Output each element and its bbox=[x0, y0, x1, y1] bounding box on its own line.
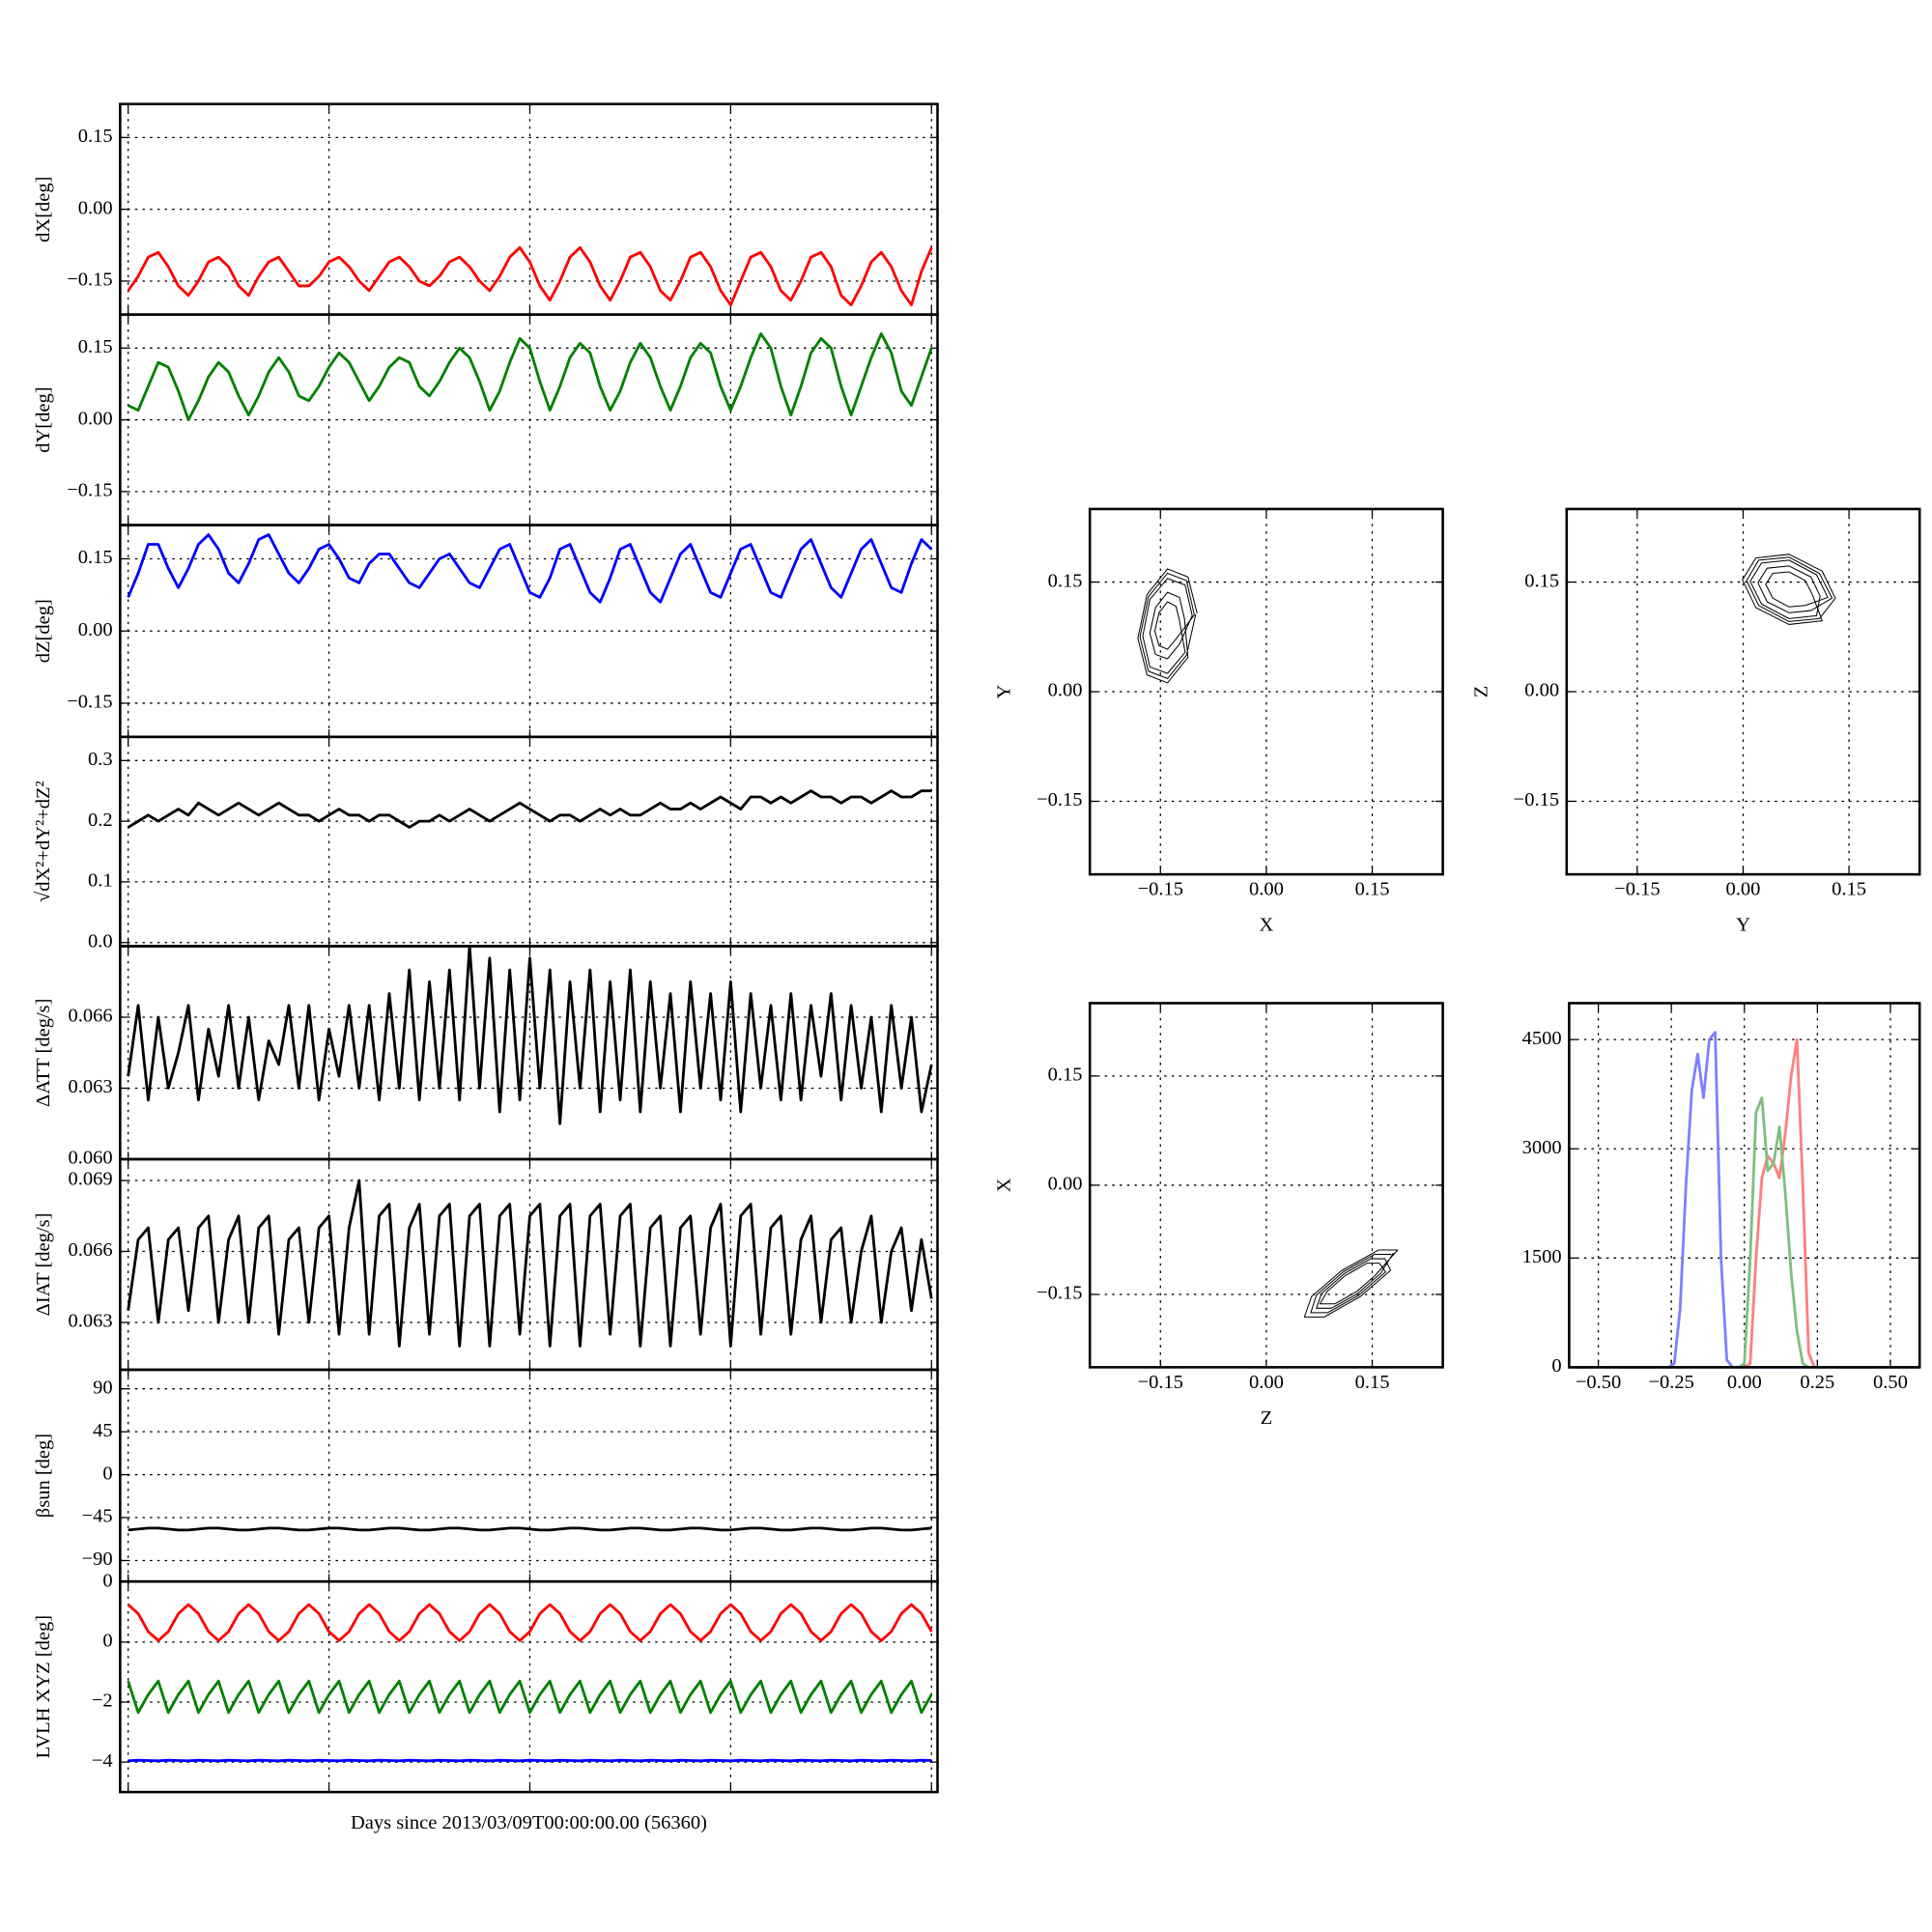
y-tick-label: −0.15 bbox=[67, 692, 112, 713]
data-line bbox=[127, 533, 933, 604]
x-tick-label: 0.00 bbox=[1727, 1372, 1762, 1393]
y-tick-label: −2 bbox=[92, 1690, 113, 1712]
x-axis-label: Y bbox=[1736, 915, 1750, 936]
y-tick-label: −0.15 bbox=[1037, 1283, 1082, 1304]
y-tick-label: 0 bbox=[102, 1463, 112, 1484]
y-tick-label: 0.00 bbox=[78, 197, 113, 218]
x-tick-label: −0.25 bbox=[1648, 1372, 1693, 1393]
x-tick-label: −0.50 bbox=[1576, 1372, 1621, 1393]
y-tick-label: 0 bbox=[1551, 1355, 1561, 1377]
y-axis-label: LVLH XYZ [deg] bbox=[33, 1615, 54, 1758]
y-tick-label: 0.063 bbox=[69, 1311, 113, 1332]
y-tick-label: 0 bbox=[102, 1571, 112, 1592]
x-axis-label: X bbox=[1259, 915, 1273, 936]
data-line bbox=[127, 1603, 933, 1642]
y-tick-label: 0.0 bbox=[88, 930, 113, 952]
y-tick-label: 0.069 bbox=[69, 1169, 113, 1190]
plot-frame bbox=[1565, 507, 1921, 876]
y-tick-label: 45 bbox=[93, 1420, 112, 1441]
x-tick-label: −0.15 bbox=[1138, 1372, 1183, 1393]
y-tick-label: −0.15 bbox=[67, 270, 112, 291]
y-axis-label: X bbox=[994, 1178, 1015, 1192]
y-tick-label: 0.1 bbox=[88, 870, 113, 892]
y-tick-label: 1500 bbox=[1522, 1246, 1562, 1267]
plot-frame bbox=[1088, 507, 1444, 876]
y-axis-label: βsun [deg] bbox=[33, 1434, 54, 1518]
y-tick-label: 0.2 bbox=[88, 810, 113, 831]
x-tick-label: 0.00 bbox=[1249, 1372, 1284, 1393]
x-tick-label: 0.50 bbox=[1873, 1372, 1908, 1393]
y-axis-label: ΔATT [deg/s] bbox=[33, 999, 54, 1107]
plot-frame bbox=[1568, 1002, 1921, 1369]
data-line bbox=[1742, 554, 1836, 625]
plot-frame bbox=[119, 1579, 939, 1794]
y-tick-label: 0.15 bbox=[1524, 570, 1559, 591]
y-tick-label: −0.15 bbox=[67, 480, 112, 501]
data-line bbox=[128, 332, 933, 422]
data-line bbox=[128, 1758, 932, 1763]
y-tick-label: 0.00 bbox=[1048, 680, 1083, 701]
y-tick-label: 4500 bbox=[1522, 1028, 1562, 1049]
data-line bbox=[127, 789, 932, 829]
x-axis-label: Z bbox=[1261, 1407, 1273, 1429]
plot-frame bbox=[1088, 1002, 1444, 1369]
y-tick-label: 0.15 bbox=[78, 126, 113, 147]
data-line bbox=[1137, 568, 1198, 684]
y-tick-label: 0.15 bbox=[1048, 570, 1083, 591]
y-tick-label: 0.3 bbox=[88, 749, 113, 770]
y-axis-label: dX[deg] bbox=[33, 177, 54, 242]
y-tick-label: 0.15 bbox=[1048, 1065, 1083, 1086]
x-axis-label: Days since 2013/03/09T00:00:00.00 (56360… bbox=[351, 1812, 707, 1833]
y-tick-label: 0.00 bbox=[1524, 680, 1559, 701]
y-tick-label: 0.063 bbox=[69, 1076, 113, 1097]
y-tick-label: −4 bbox=[92, 1750, 113, 1772]
y-tick-label: 0.15 bbox=[78, 336, 113, 357]
y-tick-label: −0.15 bbox=[1514, 789, 1559, 810]
y-tick-label: 90 bbox=[93, 1377, 112, 1398]
x-tick-label: 0.15 bbox=[1832, 878, 1866, 899]
data-line bbox=[127, 1179, 933, 1348]
y-axis-label: √dX²+dY²+dZ² bbox=[33, 781, 54, 902]
y-axis-label: Y bbox=[994, 684, 1015, 698]
data-line bbox=[1569, 1037, 1920, 1369]
y-tick-label: 3000 bbox=[1522, 1137, 1562, 1158]
y-axis-label: Z bbox=[1470, 686, 1492, 698]
y-tick-label: 0.066 bbox=[69, 1006, 113, 1027]
x-tick-label: 0.00 bbox=[1726, 878, 1761, 899]
data-line bbox=[127, 245, 933, 307]
y-axis-label: ΔIAT [deg/s] bbox=[33, 1213, 54, 1317]
y-tick-label: −45 bbox=[82, 1506, 113, 1527]
y-tick-label: 0.15 bbox=[78, 547, 113, 568]
x-tick-label: 0.15 bbox=[1355, 878, 1390, 899]
y-axis-label: dZ[deg] bbox=[33, 599, 54, 663]
data-line bbox=[127, 1679, 933, 1715]
x-tick-label: 0.25 bbox=[1800, 1372, 1834, 1393]
y-tick-label: 0.00 bbox=[78, 408, 113, 429]
data-line bbox=[127, 945, 933, 1125]
x-tick-label: 0.00 bbox=[1249, 878, 1284, 899]
y-tick-label: 0.00 bbox=[1048, 1174, 1083, 1195]
y-axis-label: dY[deg] bbox=[33, 386, 54, 452]
y-tick-label: 0.060 bbox=[69, 1148, 113, 1169]
y-tick-label: 0.066 bbox=[69, 1239, 113, 1261]
plot-frame bbox=[119, 735, 939, 948]
y-tick-label: 0.00 bbox=[78, 619, 113, 640]
x-tick-label: −0.15 bbox=[1138, 878, 1183, 899]
y-tick-label: 0 bbox=[102, 1631, 112, 1652]
x-tick-label: −0.15 bbox=[1614, 878, 1660, 899]
data-line bbox=[1303, 1249, 1399, 1318]
y-tick-label: −90 bbox=[82, 1548, 113, 1570]
data-line bbox=[128, 1526, 932, 1532]
plot-frame bbox=[119, 1368, 939, 1583]
x-tick-label: 0.15 bbox=[1355, 1372, 1390, 1393]
y-tick-label: −0.15 bbox=[1037, 789, 1082, 810]
